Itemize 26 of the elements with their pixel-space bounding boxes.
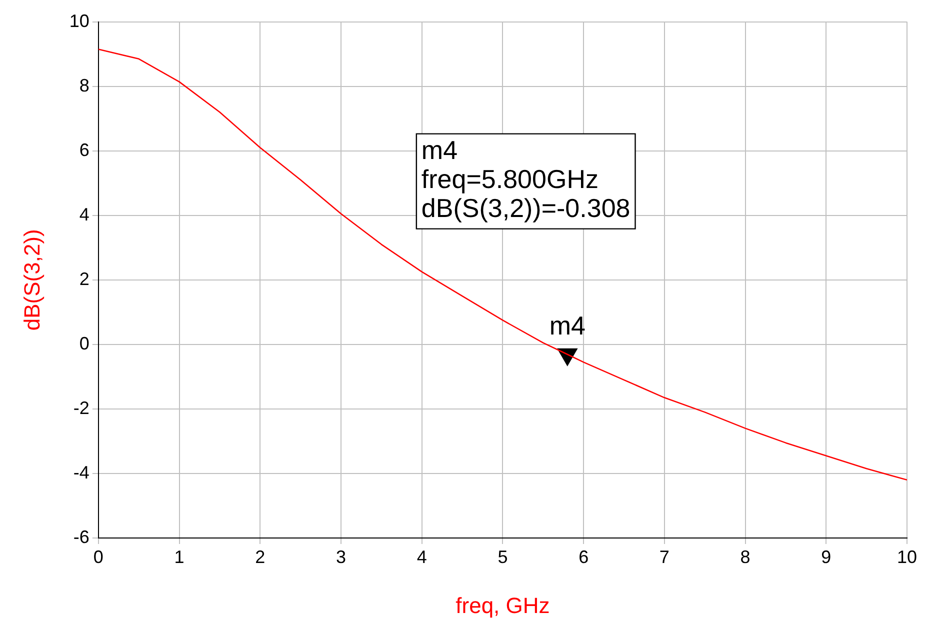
annotation: m4	[549, 310, 586, 341]
y-tick-label: 6	[79, 140, 90, 160]
x-tick-label: 5	[498, 546, 508, 567]
y-tick-label: 2	[79, 268, 90, 289]
annotation: freq=5.800GHz	[421, 164, 598, 194]
y-tick-label: 4	[79, 204, 90, 224]
x-tick-label: 4	[416, 546, 427, 567]
y-tick-label: 8	[79, 75, 90, 96]
x-tick-label: 2	[255, 546, 266, 567]
x-tick-label: 3	[336, 546, 346, 567]
x-tick-label: 7	[659, 546, 670, 567]
x-axis-title: freq, GHz	[456, 592, 550, 618]
y-tick-label: -2	[73, 398, 90, 418]
x-tick-label: 8	[740, 546, 750, 567]
x-tick-label: 10	[896, 546, 918, 567]
y-tick-label: -4	[73, 462, 90, 482]
x-tick-label: 6	[578, 546, 589, 567]
x-tick-label: 9	[821, 546, 832, 567]
y-axis-title: dB(S(3,2))	[19, 229, 44, 331]
x-tick-label: 0	[93, 546, 104, 567]
y-tick-label: 0	[79, 333, 90, 354]
x-tick-label: 1	[174, 546, 184, 567]
annotation: m4	[421, 134, 458, 165]
annotation: dB(S(3,2))=-0.308	[421, 192, 630, 223]
y-tick-label: 10	[69, 10, 90, 31]
y-tick-label: -6	[73, 526, 90, 547]
